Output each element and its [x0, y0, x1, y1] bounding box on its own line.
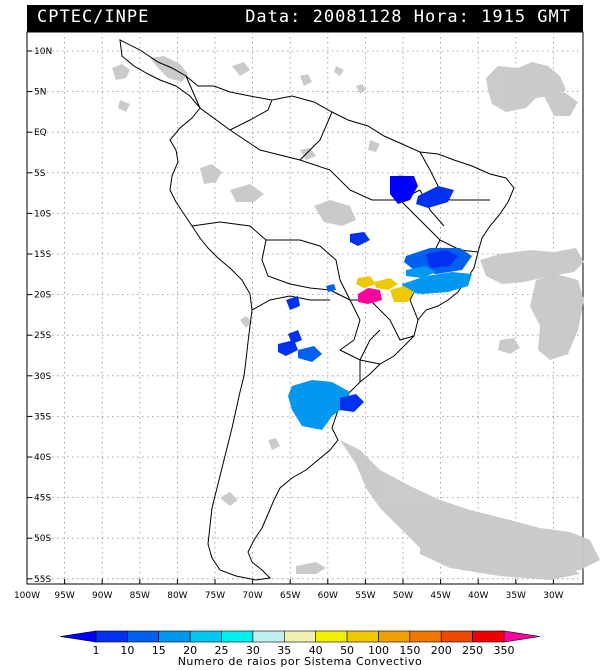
lat-tick-label: 30S: [34, 372, 51, 382]
legend-value-label: 100: [368, 644, 389, 657]
lon-tick-label: 80W: [167, 591, 187, 601]
legend-value-label: 250: [462, 644, 483, 657]
color-legend: 1 10 15 20 25 30 35 40 50 100 150 200 250 350: [59, 630, 541, 657]
lon-tick-label: 35W: [506, 591, 526, 601]
lat-tick-label: 15S: [34, 250, 51, 260]
lon-tick-label: 65W: [280, 591, 300, 601]
legend-value-label: 50: [340, 644, 354, 657]
legend-high-arrow: [503, 630, 541, 643]
legend-low-arrow: [59, 630, 97, 643]
legend-value-label: 20: [183, 644, 197, 657]
legend-value-label: 1: [93, 644, 100, 657]
legend-swatch: [158, 630, 191, 643]
lon-tick-label: 45W: [430, 591, 450, 601]
legend-swatch: [127, 630, 160, 643]
lat-tick-label: 5N: [34, 88, 46, 98]
legend-value-label: 30: [246, 644, 260, 657]
lat-tick-label: 5S: [34, 169, 46, 179]
legend-value-label: 150: [399, 644, 420, 657]
lat-tick-label: 10S: [34, 209, 51, 219]
lon-tick-label: 70W: [242, 591, 262, 601]
lat-tick-label: 55S: [34, 575, 51, 585]
lon-tick-label: 85W: [130, 591, 150, 601]
storm-cell: [416, 186, 454, 208]
storm-cell: [278, 340, 298, 356]
storm-cell: [406, 266, 436, 278]
lon-tick-label: 90W: [92, 591, 112, 601]
legend-swatch: [409, 630, 442, 643]
legend-swatch: [189, 630, 222, 643]
legend-swatch: [95, 630, 128, 643]
convective-systems: [278, 176, 472, 430]
storm-cell: [390, 286, 414, 302]
legend-value-label: 35: [277, 644, 291, 657]
legend-value-label: 10: [120, 644, 134, 657]
storm-cell: [288, 380, 350, 430]
legend-swatch: [440, 630, 473, 643]
lon-tick-label: 100W: [14, 591, 40, 601]
lat-lon-grid: [26, 32, 583, 584]
lat-tick-label: EQ: [34, 128, 47, 138]
lat-tick-label: 40S: [34, 453, 51, 463]
lat-tick-label: 20S: [34, 291, 51, 301]
cloud-cover: [112, 56, 600, 580]
lon-tick-label: 75W: [205, 591, 225, 601]
lat-tick-label: 45S: [34, 494, 51, 504]
legend-swatch: [472, 630, 505, 643]
lat-tick-label: 50S: [34, 534, 51, 544]
storm-cell: [286, 296, 300, 310]
datetime-label: Data: 20081128 Hora: 1915 GMT: [245, 7, 571, 27]
lon-tick-label: 95W: [54, 591, 74, 601]
latitude-axis: 10N 5N EQ 5S 10S 15S 20S 25S 30S 35S 40S 45S 50S 55S: [34, 47, 52, 585]
legend-swatch: [346, 630, 379, 643]
legend-value-label: 40: [309, 644, 323, 657]
title-bar: CPTEC/INPE Data: 20081128 Hora: 1915 GMT: [27, 5, 583, 32]
storm-cell: [340, 394, 364, 412]
legend-value-label: 350: [494, 644, 515, 657]
legend-value-label: 200: [431, 644, 452, 657]
storm-cell: [402, 272, 472, 294]
legend-title: Numero de raios por Sistema Convectivo: [178, 655, 423, 668]
lon-tick-label: 60W: [318, 591, 338, 601]
lat-tick-label: 10N: [34, 47, 52, 57]
storm-cell: [326, 284, 336, 292]
lat-tick-label: 35S: [34, 412, 51, 422]
storm-cell: [350, 232, 370, 246]
legend-swatch: [284, 630, 316, 643]
storm-cell: [426, 250, 458, 268]
storm-cell: [356, 276, 376, 288]
lon-tick-label: 55W: [355, 591, 375, 601]
storm-cell: [288, 330, 302, 344]
legend-swatch: [221, 630, 254, 643]
storm-cell: [374, 278, 398, 290]
longitude-axis: 100W 95W 90W 85W 80W 75W 70W 65W 60W 55W 50W 45W 40W…: [14, 591, 564, 601]
legend-value-label: 15: [152, 644, 166, 657]
storm-cell: [390, 176, 418, 204]
legend-swatch: [252, 630, 285, 643]
source-label: CPTEC/INPE: [37, 7, 150, 27]
lon-tick-label: 40W: [468, 591, 488, 601]
legend-swatch: [315, 630, 348, 643]
storm-cell: [298, 346, 322, 362]
map-frame: [26, 31, 584, 585]
legend-value-label: 25: [215, 644, 229, 657]
legend-swatch: [378, 630, 411, 643]
storm-cell: [358, 288, 382, 304]
lat-tick-label: 25S: [34, 331, 51, 341]
lon-tick-label: 30W: [543, 591, 563, 601]
lon-tick-label: 50W: [393, 591, 413, 601]
